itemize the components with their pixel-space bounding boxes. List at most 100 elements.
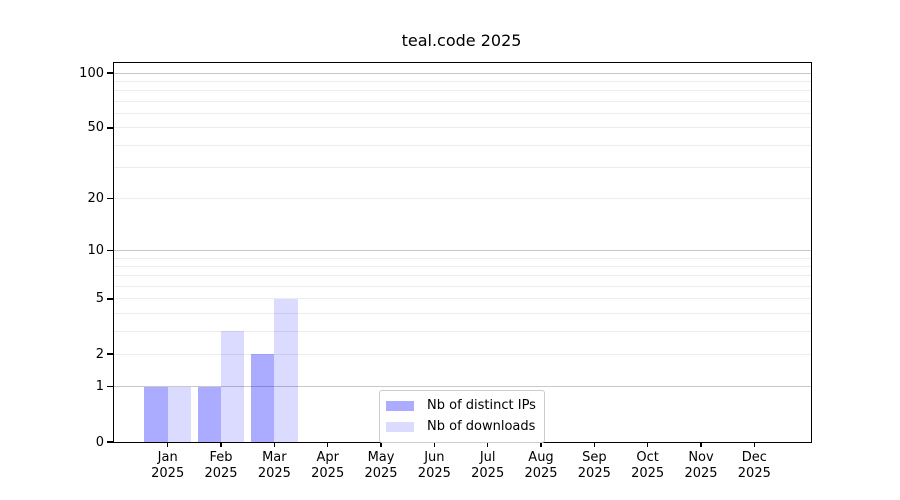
y-minor-gridline — [114, 353, 811, 355]
x-tick-year: 2025 — [364, 466, 398, 481]
y-tick-label: 5 — [95, 291, 104, 307]
y-minor-gridline — [114, 312, 811, 314]
x-tick-year: 2025 — [311, 466, 345, 481]
x-tick-year: 2025 — [204, 466, 238, 481]
bar-distinct-ips — [197, 386, 222, 442]
y-tick-label: 20 — [87, 191, 104, 207]
x-tick-label: Aug 2025 — [501, 450, 581, 482]
x-tick-label: Jul 2025 — [448, 450, 528, 482]
x-tick-mark — [486, 442, 489, 447]
x-tick-label: Dec 2025 — [714, 450, 794, 482]
legend-swatch-downloads — [386, 422, 414, 432]
y-minor-gridline — [114, 286, 811, 288]
x-tick-label: May 2025 — [341, 450, 421, 482]
x-tick-mark — [433, 442, 436, 447]
x-tick-mark — [646, 442, 649, 447]
y-tick-mark — [107, 127, 113, 129]
y-minor-gridline — [114, 90, 811, 92]
x-tick-month: Feb — [209, 450, 233, 465]
x-tick-label: Jan 2025 — [128, 450, 208, 482]
x-tick-month: Nov — [688, 450, 714, 465]
x-tick-year: 2025 — [524, 466, 558, 481]
x-tick-label: Oct 2025 — [608, 450, 688, 482]
x-tick-mark — [273, 442, 276, 447]
x-tick-month: May — [367, 450, 395, 465]
gridlines-layer — [114, 63, 811, 442]
x-tick-year: 2025 — [257, 466, 291, 481]
x-tick-label: Apr 2025 — [288, 450, 368, 482]
y-minor-gridline — [114, 330, 811, 332]
x-tick-month: Jun — [424, 450, 445, 465]
y-minor-gridline — [114, 198, 811, 200]
x-tick-label: Jun 2025 — [394, 450, 474, 482]
y-minor-gridline — [114, 167, 811, 169]
x-tick-month: Dec — [741, 450, 767, 465]
y-minor-gridline — [114, 81, 811, 83]
x-tick-mark — [540, 442, 542, 447]
y-minor-gridline — [114, 100, 811, 102]
bar-downloads — [167, 386, 191, 442]
x-tick-year: 2025 — [417, 466, 451, 481]
bar-distinct-ips — [251, 354, 275, 442]
x-tick-month: Jan — [157, 450, 178, 465]
y-minor-gridline — [114, 265, 811, 267]
x-tick-year: 2025 — [151, 466, 185, 481]
x-tick-mark — [166, 442, 169, 447]
x-tick-year: 2025 — [577, 466, 611, 481]
x-tick-mark — [700, 442, 702, 447]
y-tick-label: 0 — [95, 434, 104, 450]
legend-label: Nb of downloads — [427, 419, 536, 434]
y-tick-label: 100 — [79, 65, 104, 81]
y-tick-mark — [107, 72, 113, 74]
x-tick-mark — [593, 442, 596, 447]
x-tick-label: Mar 2025 — [234, 450, 314, 482]
bar-downloads — [221, 331, 245, 442]
y-tick-mark — [107, 197, 113, 200]
y-tick-mark — [107, 441, 113, 443]
bars-layer — [114, 63, 811, 442]
x-tick-label: Sep 2025 — [554, 450, 634, 482]
x-tick-month: Oct — [636, 450, 659, 465]
x-tick-year: 2025 — [737, 466, 771, 481]
chart-title: teal.code 2025 — [401, 31, 522, 50]
bar-downloads — [274, 298, 298, 442]
y-tick-label: 50 — [87, 120, 104, 136]
x-tick-mark — [326, 442, 329, 447]
x-tick-mark — [220, 442, 222, 447]
y-minor-gridline — [114, 127, 811, 129]
bar-distinct-ips — [144, 386, 168, 442]
x-tick-month: Aug — [528, 450, 554, 465]
legend-row: Nb of downloads — [386, 419, 536, 435]
x-tick-month: Apr — [316, 450, 339, 465]
y-tick-label: 1 — [95, 379, 104, 395]
y-major-gridline — [114, 72, 811, 74]
legend-row: Nb of distinct IPs — [386, 398, 536, 414]
x-tick-year: 2025 — [684, 466, 718, 481]
x-tick-year: 2025 — [631, 466, 665, 481]
y-minor-gridline — [114, 144, 811, 146]
y-tick-label: 2 — [95, 346, 104, 362]
y-minor-gridline — [114, 275, 811, 277]
y-major-gridline — [114, 249, 811, 251]
y-tick-mark — [107, 353, 113, 355]
plot-area: 0 1 2 5 10 20 50 100 Jan 2025 Feb 2025 Mar 2025 Apr 202… — [79, 62, 812, 481]
x-tick-label: Feb 2025 — [181, 450, 261, 482]
x-tick-label: Nov 2025 — [661, 450, 741, 482]
legend-label: Nb of distinct IPs — [427, 398, 536, 413]
y-major-gridline — [114, 386, 811, 388]
y-tick-mark — [107, 385, 113, 388]
x-tick-year: 2025 — [471, 466, 505, 481]
y-tick-mark — [107, 249, 113, 252]
x-tick-month: Sep — [582, 450, 607, 465]
x-tick-month: Jul — [479, 450, 496, 465]
y-minor-gridline — [114, 257, 811, 259]
legend: Nb of distinct IPs Nb of downloads — [379, 390, 545, 443]
axis-ticks-layer: 0 1 2 5 10 20 50 100 Jan 2025 Feb 2025 Mar 2025 Apr 202… — [79, 63, 811, 481]
y-tick-mark — [107, 298, 113, 300]
x-tick-mark — [753, 442, 756, 447]
legend-swatch-distinct-ips — [386, 401, 414, 411]
y-minor-gridline — [114, 113, 811, 114]
x-tick-mark — [380, 442, 382, 447]
x-tick-month: Mar — [262, 450, 287, 465]
